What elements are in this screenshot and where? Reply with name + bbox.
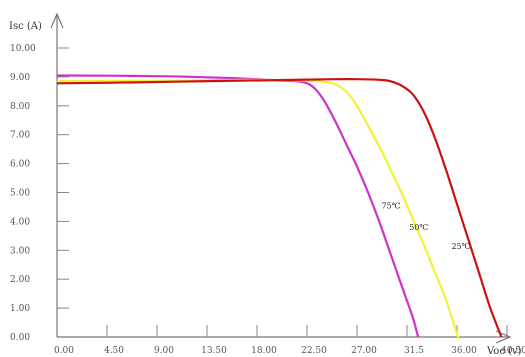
x-tick-label: 22.50 — [301, 346, 327, 356]
x-tick-label: 9.00 — [154, 346, 174, 356]
series-group — [56, 74, 503, 339]
y-tick-label: 5.00 — [10, 189, 30, 199]
y-tick-label: 10.00 — [10, 44, 36, 54]
curve-labels: 75℃ 50℃ 25℃ — [381, 201, 470, 250]
y-tick-label: 7.00 — [10, 131, 30, 141]
x-tick-label: 36.00 — [451, 346, 477, 356]
series-line-25c — [56, 78, 503, 338]
x-axis-title: Voc (v) — [486, 346, 522, 357]
y-tick-label: 0.00 — [10, 333, 30, 343]
y-tick-label: 3.00 — [10, 246, 30, 256]
y-tick-label: 2.00 — [10, 275, 30, 285]
y-axis-title: Isc (A) — [9, 21, 42, 32]
x-tick-label: 18.00 — [251, 346, 277, 356]
y-tick-label: 8.00 — [10, 102, 30, 112]
y-axis-arrow — [50, 12, 64, 29]
x-tick-label: 13.50 — [201, 346, 227, 356]
axes — [50, 12, 512, 344]
x-tick-label: 40.50 — [501, 346, 525, 356]
y-tick-label: 6.00 — [10, 160, 30, 170]
curve-label-75c: 75℃ — [381, 201, 400, 210]
curve-label-25c: 25℃ — [451, 242, 470, 251]
ticks: 0.00 4.50 9.00 13.50 18.00 22.50 27.00 31.5 36.0… — [10, 44, 525, 356]
y-tick-label: 4.00 — [10, 217, 30, 227]
x-tick-label: 27.00 — [351, 346, 377, 356]
y-tick-label: 9.00 — [10, 73, 30, 83]
x-tick-label: 0.00 — [54, 346, 74, 356]
series-line-75c — [56, 74, 420, 338]
y-tick-label: 1.00 — [10, 304, 30, 314]
x-tick-label: 4.50 — [104, 346, 124, 356]
x-tick-label: 31.5 — [404, 346, 424, 356]
curve-label-50c: 50℃ — [409, 223, 428, 232]
